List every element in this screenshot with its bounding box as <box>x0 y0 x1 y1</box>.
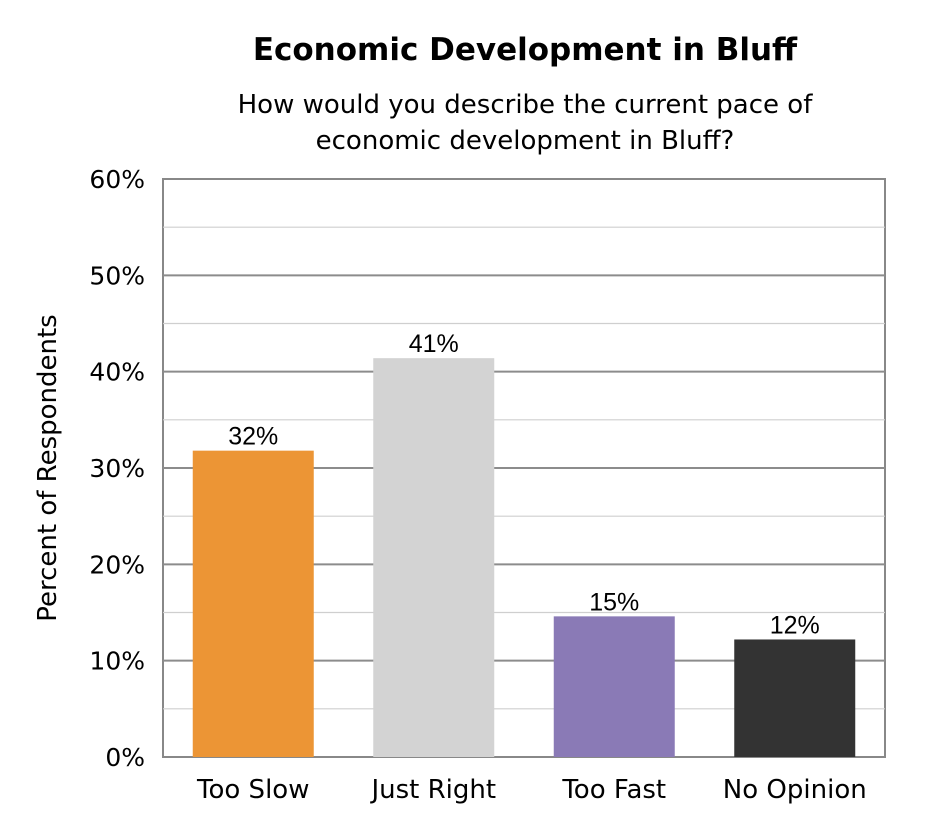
y-tick-label: 30% <box>89 454 145 483</box>
bar <box>192 450 314 757</box>
y-tick-label: 20% <box>89 550 145 579</box>
x-category-label: Just Right <box>369 775 496 805</box>
x-category-label: Too Slow <box>196 775 309 805</box>
x-category-label: Too Fast <box>561 775 666 805</box>
y-axis-ticks: 0% 10% 20% 30% 40% 50% 60% <box>89 165 145 772</box>
y-axis-label: Percent of Respondents <box>33 314 63 621</box>
bar <box>373 358 495 757</box>
chart-subtitle-line-1: How would you describe the current pace … <box>238 90 814 120</box>
y-tick-label: 60% <box>89 165 145 194</box>
data-label: 32% <box>228 423 278 451</box>
y-tick-label: 40% <box>89 358 145 387</box>
data-label: 12% <box>770 611 820 639</box>
bar <box>734 639 856 757</box>
bars <box>192 358 856 757</box>
x-axis-categories: Too Slow Just Right Too Fast No Opinion <box>196 775 867 805</box>
x-category-label: No Opinion <box>723 775 867 805</box>
bar <box>553 616 675 757</box>
plot-area: 32% 41% 15% 12% <box>162 178 886 758</box>
data-label: 15% <box>589 588 639 616</box>
data-labels: 32% 41% 15% 12% <box>228 330 820 639</box>
chart-title: Economic Development in Bluff <box>253 32 798 68</box>
data-label: 41% <box>409 330 459 358</box>
y-tick-label: 10% <box>89 647 145 676</box>
y-tick-label: 0% <box>105 743 145 772</box>
chart-subtitle-line-2: economic development in Bluff? <box>316 126 735 156</box>
y-tick-label: 50% <box>89 261 145 290</box>
